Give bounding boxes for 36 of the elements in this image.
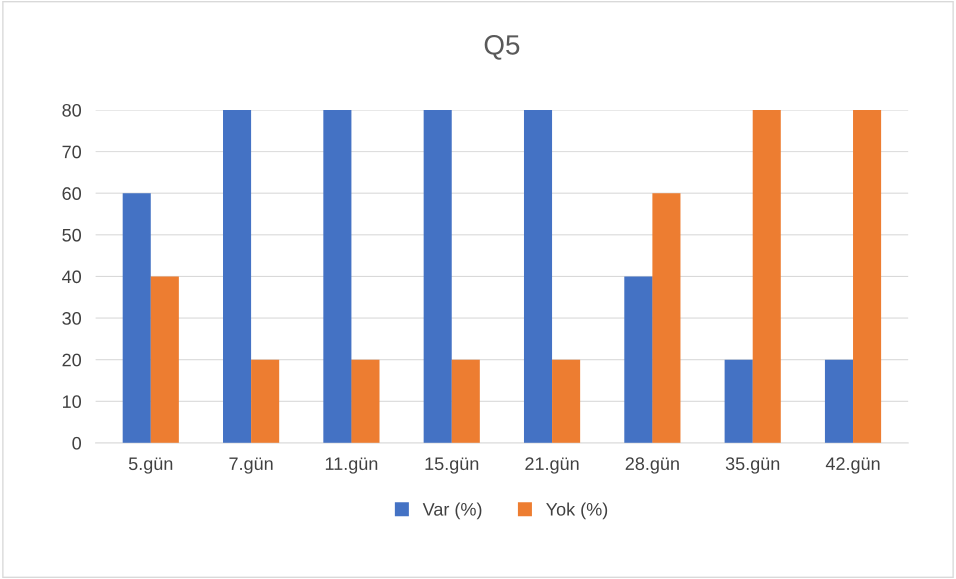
bar: [552, 360, 580, 443]
bar: [652, 193, 680, 443]
y-tick-label: 20: [62, 354, 82, 366]
legend-label: Yok (%): [546, 502, 608, 520]
y-tick-label: 80: [62, 104, 82, 117]
y-tick-label: 10: [63, 395, 82, 408]
bar: [150, 276, 179, 443]
bar: [424, 110, 452, 443]
x-tick-label: 21.gün: [525, 457, 579, 474]
x-tick-label: 15.gün: [426, 457, 478, 474]
y-tick-label: 60: [62, 187, 82, 200]
bar: [323, 110, 352, 443]
y-tick-label: 30: [62, 312, 82, 325]
bar: [752, 110, 781, 443]
bar: [853, 110, 882, 443]
bar: [624, 276, 652, 443]
x-tick-label: 35.gün: [726, 457, 780, 474]
chart-title: Q5: [484, 35, 520, 60]
bar: [724, 360, 753, 443]
bar: [524, 110, 552, 443]
y-tick-label: 40: [62, 270, 82, 284]
x-tick-label: 11.gün: [326, 457, 378, 474]
bar: [122, 193, 151, 443]
bar: [351, 360, 380, 443]
y-tick-label: 0: [72, 436, 82, 450]
legend-label: Var (%): [422, 502, 482, 520]
bar: [251, 360, 280, 443]
bar: [824, 360, 854, 443]
y-tick-label: 70: [62, 146, 82, 158]
x-tick-label: 5.gün: [128, 457, 172, 474]
x-tick-label: 28.gün: [626, 457, 679, 474]
bar: [452, 360, 480, 443]
x-tick-label: 7.gün: [229, 457, 273, 474]
y-tick-label: 50: [62, 228, 82, 242]
bar: [223, 110, 252, 443]
x-tick-label: 42.gün: [826, 457, 880, 474]
